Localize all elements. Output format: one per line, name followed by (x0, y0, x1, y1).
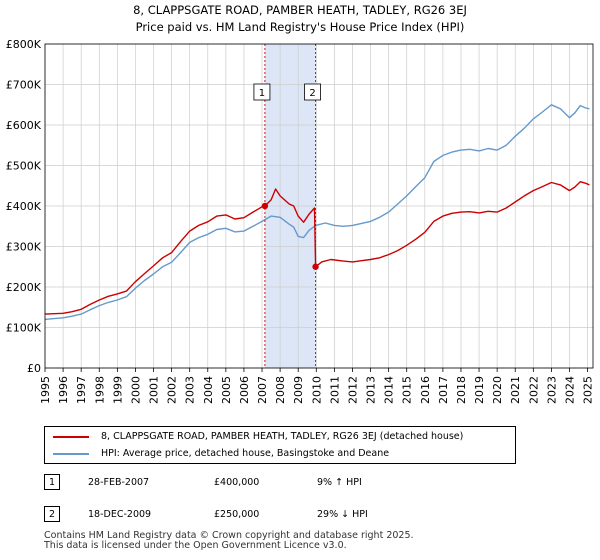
sale-2-date: 18-DEC-2009 (88, 509, 152, 520)
x-tick-label: 2025 (582, 376, 595, 404)
x-tick-label: 2001 (148, 376, 161, 404)
x-tick-label: 2004 (202, 376, 215, 404)
legend: 8, CLAPPSGATE ROAD, PAMBER HEATH, TADLEY… (44, 426, 516, 464)
x-tick-label: 2002 (166, 376, 179, 404)
sale-2-point (312, 263, 319, 270)
y-tick-label: £400K (6, 200, 42, 213)
sale-1-badge (253, 83, 271, 101)
y-tick-label: £100K (6, 322, 42, 335)
x-tick-label: 2012 (346, 376, 359, 404)
x-tick-label: 1997 (75, 376, 88, 404)
sale-1-hpi-change: 9% ↑ HPI (317, 477, 362, 488)
sale-1-price: £400,000 (214, 477, 260, 488)
x-tick-label: 2005 (220, 376, 233, 404)
sale-2-hpi-change: 29% ↓ HPI (317, 509, 368, 520)
footer-copyright: Contains HM Land Registry data © Crown c… (44, 530, 414, 541)
x-tick-label: 2016 (419, 376, 432, 404)
y-tick-label: £800K (6, 38, 42, 51)
x-tick-label: 2009 (292, 376, 305, 404)
chart-title: 8, CLAPPSGATE ROAD, PAMBER HEATH, TADLEY… (133, 3, 467, 17)
y-tick-label: £700K (6, 79, 42, 92)
x-tick-label: 2003 (184, 376, 197, 404)
x-tick-label: 2024 (563, 376, 576, 404)
y-tick-label: £0 (27, 362, 41, 375)
x-tick-label: 2021 (509, 376, 522, 404)
x-tick-label: 2023 (545, 376, 558, 404)
legend-property-label: 8, CLAPPSGATE ROAD, PAMBER HEATH, TADLEY… (101, 431, 464, 442)
x-tick-label: 1996 (57, 376, 70, 404)
legend-hpi-label: HPI: Average price, detached house, Basi… (101, 448, 390, 459)
y-tick-label: £600K (6, 119, 42, 132)
x-tick-label: 1995 (39, 376, 52, 404)
x-tick-label: 1999 (111, 376, 124, 404)
x-tick-label: 2022 (527, 376, 540, 404)
plot-frame (44, 43, 594, 369)
property-price-line (44, 181, 590, 315)
sale-1-number: 1 (44, 474, 60, 490)
x-tick-label: 2015 (401, 376, 414, 404)
x-tick-label: 2010 (310, 376, 323, 404)
x-tick-label: 2008 (274, 376, 287, 404)
footer-licence: This data is licensed under the Open Gov… (44, 540, 347, 551)
x-tick-label: 2011 (328, 376, 341, 404)
footer: Contains HM Land Registry data © Crown c… (44, 531, 414, 551)
y-tick-label: £500K (6, 160, 42, 173)
sale-1-date: 28-FEB-2007 (88, 477, 150, 488)
x-tick-label: 2000 (129, 376, 142, 404)
x-tick-label: 2018 (455, 376, 468, 404)
x-tick-label: 2014 (383, 376, 396, 404)
y-tick-label: £300K (6, 241, 42, 254)
chart-subtitle: Price paid vs. HM Land Registry's House … (136, 20, 465, 34)
sale-1-point (261, 202, 269, 210)
sale-2-badge (304, 83, 321, 101)
x-tick-label: 2020 (491, 376, 504, 404)
x-tick-label: 2017 (437, 376, 450, 404)
sale-2-price: £250,000 (214, 509, 260, 520)
x-tick-label: 2019 (473, 376, 486, 404)
x-tick-label: 1998 (93, 376, 106, 404)
price-chart: 8, CLAPPSGATE ROAD, PAMBER HEATH, TADLEY… (6, 3, 595, 404)
sale-1-badge-label: 1 (259, 88, 265, 99)
x-tick-label: 2007 (256, 376, 269, 404)
x-tick-label: 2013 (365, 376, 378, 404)
legend-hpi-swatch (53, 453, 89, 455)
sale-2-number: 2 (44, 506, 60, 522)
sale-2-badge-label: 2 (309, 88, 315, 99)
x-tick-label: 2006 (238, 376, 251, 404)
legend-property-swatch (53, 436, 89, 438)
y-tick-label: £200K (6, 281, 42, 294)
